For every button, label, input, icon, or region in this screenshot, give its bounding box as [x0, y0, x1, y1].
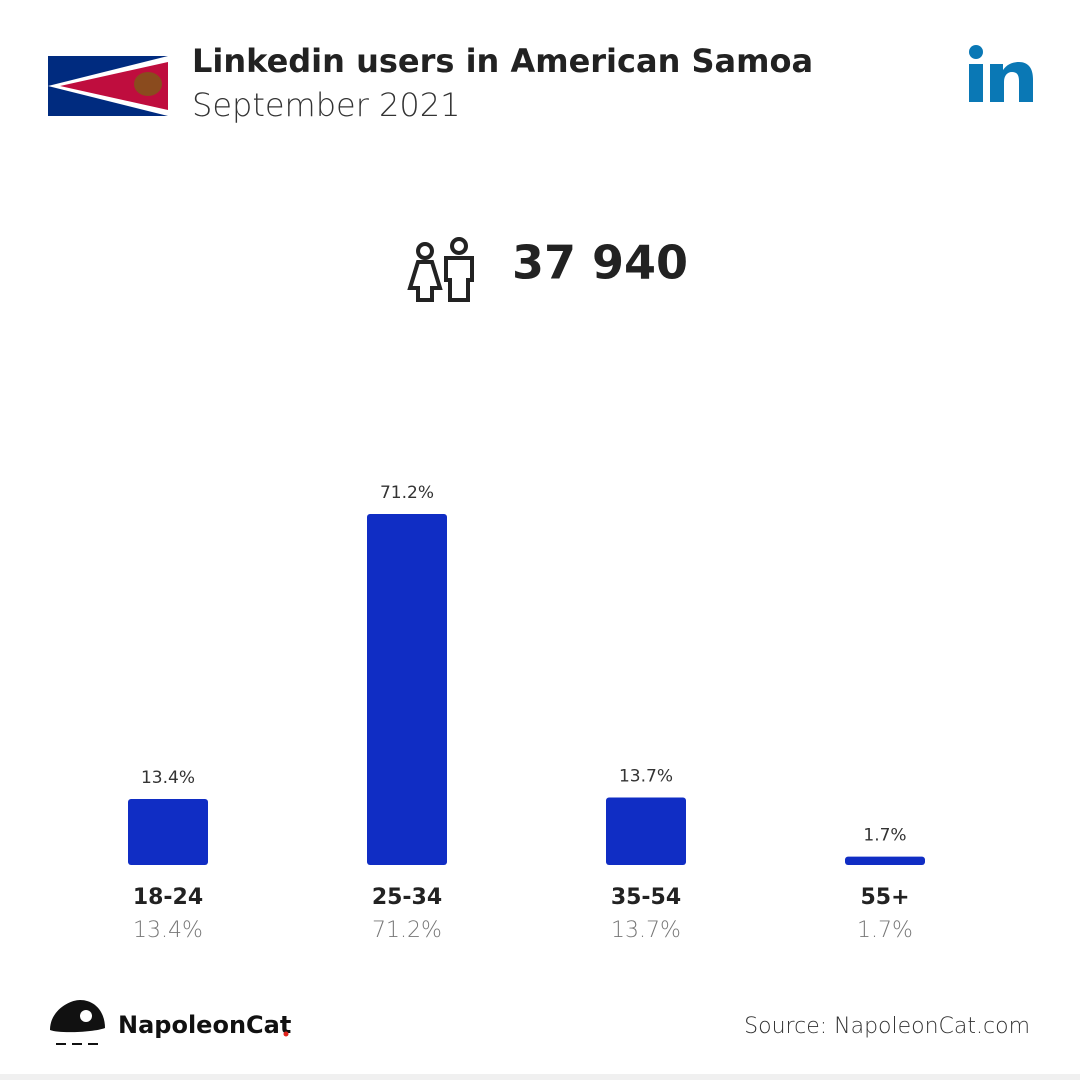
bar: [845, 856, 925, 865]
logo-dot: [969, 45, 983, 59]
total-users: 37 940: [512, 236, 688, 290]
bar: [367, 513, 447, 865]
icon-head: [450, 237, 468, 255]
category-label: 35-54: [611, 885, 681, 910]
icon-head: [416, 242, 434, 260]
value-label: 1.7%: [863, 826, 906, 846]
brand: NapoleonCat: [118, 1011, 291, 1039]
category-label: 18-24: [133, 885, 203, 910]
flag-eagle: [134, 72, 162, 96]
bar: [606, 797, 686, 865]
bar: [128, 798, 208, 865]
category-share: 1.7%: [857, 918, 913, 943]
category-share: 13.4%: [133, 918, 203, 943]
category-share: 13.7%: [611, 918, 681, 943]
bar-chart: 13.4% 18-24 13.4% 71.2% 25-34 71.2% 13.7% 35-54…: [128, 483, 925, 943]
value-label: 13.4%: [141, 768, 195, 788]
subtitle: September 2021: [192, 86, 460, 124]
logo-n: [990, 62, 1033, 102]
brand-dot: [283, 1031, 289, 1037]
logo-cat: [50, 1000, 105, 1033]
value-label: 71.2%: [380, 483, 434, 503]
icon-body: [444, 256, 474, 302]
value-label: 13.7%: [619, 766, 673, 786]
source: Source: NapoleonCat.com: [744, 1014, 1030, 1039]
logo-eye: [80, 1010, 92, 1022]
flag: [48, 56, 168, 116]
bottom-strip: [0, 1074, 1080, 1080]
title: Linkedin users in American Samoa: [192, 42, 813, 80]
logo-i: [969, 64, 983, 102]
icon-body: [407, 260, 443, 302]
users-icon: [407, 237, 474, 302]
linkedin-logo: [969, 45, 1033, 102]
category-share: 71.2%: [372, 918, 442, 943]
category-label: 25-34: [372, 885, 442, 910]
category-label: 55+: [860, 885, 909, 910]
napoleoncat-logo: NapoleonCat: [50, 1000, 291, 1045]
